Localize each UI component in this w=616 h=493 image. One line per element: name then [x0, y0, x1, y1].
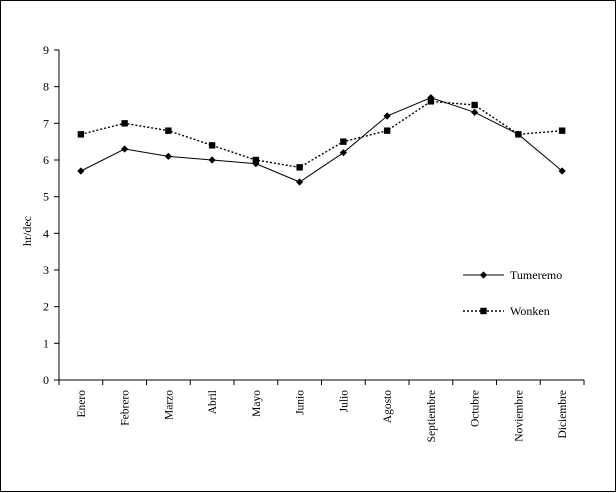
y-axis: 0 1 2 3 4 5 6 7 8 9	[43, 43, 60, 387]
data-point-wonken	[208, 142, 216, 149]
y-tick-label: 2	[43, 300, 49, 314]
x-tick-label: Noviembre	[513, 390, 525, 442]
data-point-tumeremo	[383, 112, 391, 120]
legend-item-wonken: Wonken	[463, 304, 550, 318]
x-tick-label: Marzo	[163, 390, 175, 420]
y-tick-label: 3	[43, 263, 49, 277]
data-point-wonken	[515, 131, 522, 138]
data-point-wonken	[340, 138, 347, 145]
data-point-wonken	[296, 164, 303, 171]
data-point-wonken	[558, 127, 566, 134]
data-point-wonken	[383, 127, 391, 134]
series-tumeremo	[77, 94, 566, 186]
y-axis-title: hr/dec	[20, 216, 34, 246]
y-tick-label: 0	[43, 373, 49, 387]
x-tick-label: Julio	[338, 390, 350, 413]
data-point-wonken	[427, 98, 435, 105]
legend-marker	[479, 271, 488, 279]
y-tick-label: 6	[43, 153, 49, 167]
y-tick-label: 5	[43, 190, 49, 204]
series-line-wonken	[80, 100, 563, 169]
data-point-wonken	[252, 156, 260, 164]
data-point-tumeremo	[164, 152, 172, 160]
x-tick-label: Abril	[207, 390, 219, 414]
data-point-tumeremo	[208, 156, 216, 164]
data-point-tumeremo	[121, 145, 129, 153]
data-point-tumeremo	[471, 108, 479, 116]
x-tick-label: Febrero	[120, 390, 132, 426]
x-tick-label: Agosto	[382, 390, 394, 423]
x-axis: Enero Febrero Marzo Abril Mayo Junio Julio Agos…	[58, 379, 585, 442]
data-point-wonken	[121, 120, 128, 127]
y-tick-label: 7	[43, 116, 49, 130]
y-tick-label: 1	[43, 336, 49, 350]
data-point-tumeremo	[339, 149, 347, 157]
x-tick-label: Octubre	[470, 390, 482, 427]
series-layer	[77, 94, 566, 186]
data-point-tumeremo	[296, 178, 304, 186]
legend-marker	[480, 307, 487, 315]
data-point-tumeremo	[77, 167, 85, 175]
data-point-wonken	[77, 131, 85, 138]
legend-label: Tumeremo	[510, 268, 562, 282]
x-tick-label: Septiembre	[426, 390, 438, 442]
data-point-wonken	[165, 127, 172, 134]
x-tick-label: Mayo	[251, 390, 263, 417]
x-tick-label: Enero	[76, 390, 88, 418]
legend-item-tumeremo: Tumeremo	[463, 268, 562, 282]
data-point-tumeremo	[558, 167, 566, 175]
y-tick-label: 8	[43, 80, 49, 94]
series-line-tumeremo	[80, 97, 563, 183]
y-tick-label: 9	[43, 43, 49, 57]
x-tick-label: Diciembre	[557, 390, 569, 439]
series-wonken	[77, 98, 566, 171]
legend: Tumeremo Wonken	[463, 268, 562, 318]
legend-label: Wonken	[510, 304, 550, 318]
y-tick-label: 4	[43, 226, 49, 240]
data-point-wonken	[471, 101, 478, 109]
x-tick-label: Junio	[295, 390, 307, 415]
